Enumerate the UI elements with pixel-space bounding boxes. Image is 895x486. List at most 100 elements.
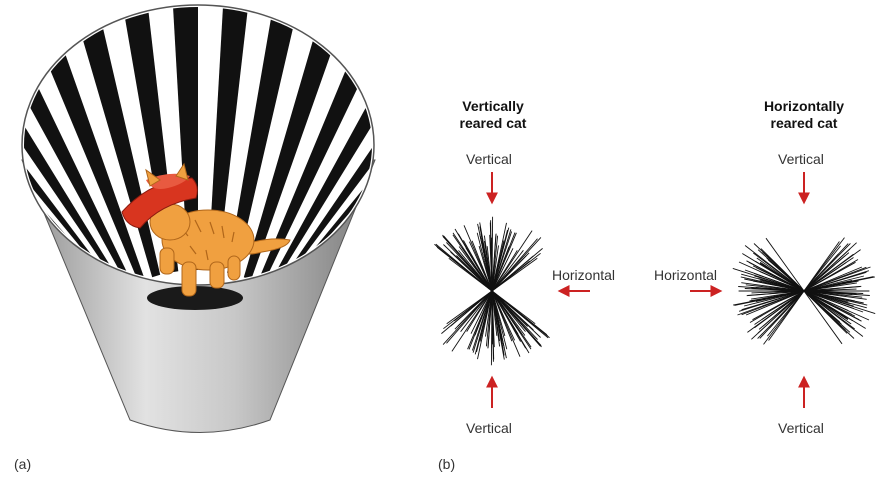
orientation-line [757, 290, 805, 334]
orientation-line [458, 250, 493, 292]
orientation-line [491, 250, 518, 292]
orientation-line [468, 290, 493, 350]
left-plot-title: Vertically reared cat [430, 98, 556, 132]
orientation-line [491, 290, 541, 338]
horizontally-reared-orientation-plot [732, 237, 876, 345]
orientation-line [803, 290, 849, 321]
orientation-line [759, 261, 805, 292]
orientation-line [734, 290, 805, 306]
stripe [173, 7, 198, 271]
orientation-line [483, 235, 493, 292]
orientation-line [442, 235, 493, 292]
orientation-line [747, 290, 805, 296]
orientation-arrows [486, 172, 810, 408]
left-title-line2: reared cat [459, 115, 527, 131]
orientation-line [461, 247, 493, 292]
orientation-line [803, 237, 845, 292]
cat-ear [175, 162, 189, 181]
orientation-line [803, 290, 846, 331]
orientation-line [487, 290, 493, 349]
orientation-line [491, 233, 497, 292]
floor-shadow [147, 286, 243, 310]
orientation-line [759, 290, 805, 339]
cat-leg [159, 247, 175, 275]
right-plot-title: Horizontally reared cat [742, 98, 866, 132]
stripe [49, 53, 146, 283]
orientation-line [446, 290, 493, 344]
orientation-line [491, 290, 526, 332]
stripe [243, 39, 331, 281]
orientation-line [491, 290, 523, 335]
orientation-line [485, 290, 493, 337]
orientation-line [480, 237, 493, 292]
orientation-line [454, 290, 493, 330]
orientation-line [803, 290, 843, 345]
orientation-line [460, 290, 493, 332]
orientation-line [443, 244, 493, 292]
stripe [265, 105, 372, 283]
orientation-line [803, 290, 856, 302]
orientation-line [491, 290, 521, 338]
orientation-line [803, 290, 863, 298]
orientation-line [491, 252, 541, 292]
panel-a-label: (a) [14, 456, 32, 472]
stripe [29, 86, 135, 283]
orientation-line [491, 290, 495, 348]
orientation-line [478, 245, 493, 292]
orientation-line [491, 252, 530, 292]
orientation-line [803, 276, 874, 292]
orientation-line [803, 290, 849, 311]
orientation-line [491, 290, 528, 321]
right-bottom-label: Vertical [778, 420, 824, 436]
orientation-line [491, 231, 513, 292]
orientation-line [466, 290, 493, 332]
orientation-line [491, 290, 504, 345]
cat-leg [181, 261, 197, 297]
orientation-line [463, 244, 493, 292]
orientation-line [803, 262, 847, 292]
orientation-line [752, 290, 805, 321]
right-title-line2: reared cat [770, 115, 838, 131]
right-title-line1: Horizontally [763, 98, 845, 114]
orientation-line [491, 290, 501, 347]
orientation-line [761, 290, 805, 320]
orientation-line [803, 286, 861, 292]
orientation-line [491, 245, 499, 292]
orientation-line [803, 290, 864, 313]
orientation-line [491, 248, 514, 292]
stripe [227, 17, 294, 275]
orientation-line [491, 250, 524, 292]
stripe [208, 7, 248, 272]
orientation-line [803, 248, 851, 292]
right-side-label: Horizontal [654, 267, 718, 283]
orientation-line [752, 280, 805, 292]
orientation-line [456, 261, 493, 292]
orientation-line [758, 277, 805, 292]
left-side-label: Horizontal [552, 267, 616, 283]
stripe [256, 69, 359, 283]
orientation-line [491, 222, 507, 292]
orientation-line [803, 271, 867, 292]
orientation-line [491, 290, 506, 337]
orientation-line [491, 232, 516, 292]
vertically-reared-orientation-plot [434, 216, 550, 366]
left-bottom-label: Vertical [466, 420, 512, 436]
cat-leg [209, 261, 225, 289]
orientation-line [759, 271, 805, 292]
orientation-line [489, 234, 493, 292]
right-top-label: Vertical [778, 151, 824, 167]
kitten-illustration [121, 162, 291, 297]
orientation-line [477, 290, 493, 360]
orientation-line [763, 290, 805, 345]
orientation-line [745, 284, 805, 292]
orientation-line [491, 238, 538, 292]
orientation-line [762, 251, 805, 292]
left-title-line1: Vertically [462, 98, 524, 114]
left-top-label: Vertical [466, 151, 512, 167]
orientation-line [470, 290, 493, 334]
orientation-line [803, 266, 871, 292]
orientation-line [491, 290, 542, 347]
stripe [24, 125, 129, 283]
orientation-line [765, 237, 805, 292]
cat-leg [227, 255, 241, 281]
